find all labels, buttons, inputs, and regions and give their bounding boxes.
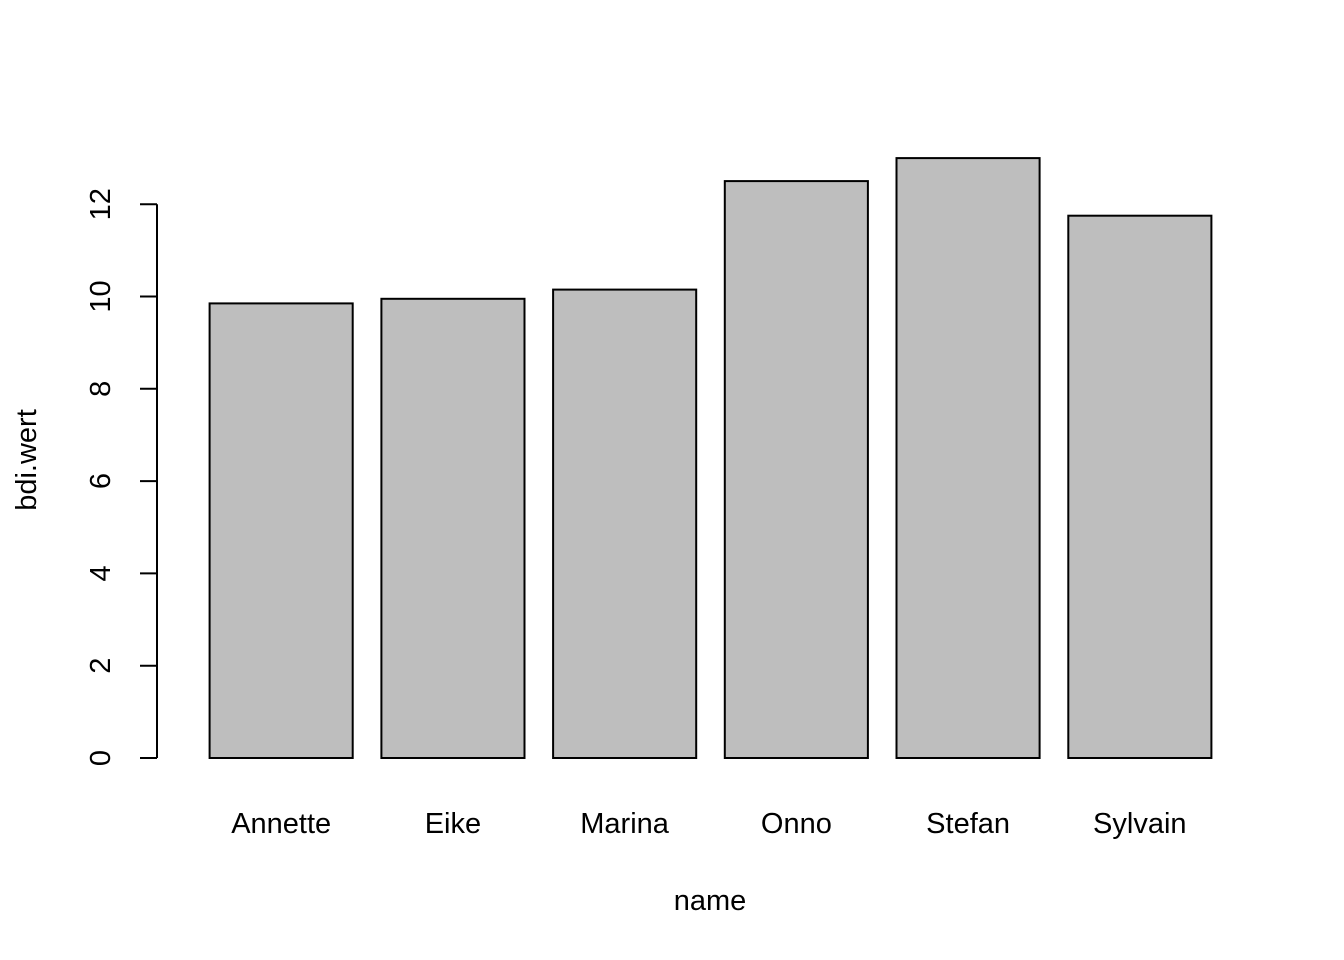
y-tick-label: 2	[85, 658, 117, 674]
y-tick-label: 4	[85, 565, 117, 581]
y-tick-label: 0	[85, 750, 117, 766]
x-tick-label: Eike	[425, 808, 481, 840]
bar-onno	[723, 180, 869, 760]
x-tick-label: Annette	[231, 808, 331, 840]
x-tick-labels: Annette Eike Marina Onno Stefan Sylvain	[231, 808, 1186, 840]
x-tick-label: Sylvain	[1093, 808, 1187, 840]
y-axis-title: bdi.wert	[11, 409, 43, 511]
y-tick-label: 8	[85, 381, 117, 397]
x-tick-label: Stefan	[926, 808, 1010, 840]
bar-marina	[552, 288, 698, 759]
y-tick-label: 6	[85, 473, 117, 489]
bar-stefan	[895, 157, 1041, 760]
bar-annette	[208, 302, 354, 759]
y-tick-label: 10	[85, 280, 117, 312]
x-axis-title: name	[674, 885, 747, 917]
x-tick-label: Marina	[580, 808, 670, 840]
bar-eike	[380, 297, 526, 759]
y-tick-label: 12	[85, 188, 117, 220]
y-axis: 0 2 4 6 8 10 12	[85, 188, 158, 766]
x-tick-label: Onno	[761, 808, 832, 840]
bar-sylvain	[1067, 214, 1213, 759]
bars	[208, 157, 1213, 760]
